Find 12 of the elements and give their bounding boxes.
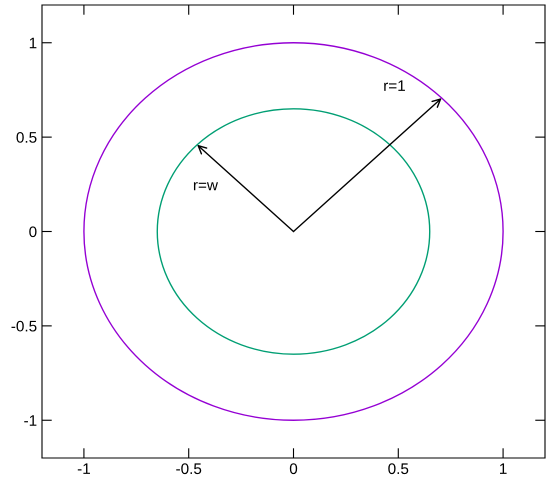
x-tick-label: -0.5 bbox=[176, 463, 202, 474]
x-tick-label: 1 bbox=[500, 463, 507, 474]
x-tick-label: -1 bbox=[78, 463, 90, 474]
y-tick-label: 0.5 bbox=[16, 132, 36, 143]
x-tick-label: 0 bbox=[290, 463, 298, 474]
y-tick-label: -0.5 bbox=[11, 320, 36, 332]
annotation: r=w bbox=[194, 182, 218, 190]
annotation: r=1 bbox=[384, 80, 405, 91]
y-tick-label: -1 bbox=[24, 415, 36, 426]
y-tick-label: 0 bbox=[29, 226, 37, 238]
y-tick-label: 1 bbox=[30, 38, 36, 48]
x-tick-label: 0.5 bbox=[388, 463, 408, 474]
